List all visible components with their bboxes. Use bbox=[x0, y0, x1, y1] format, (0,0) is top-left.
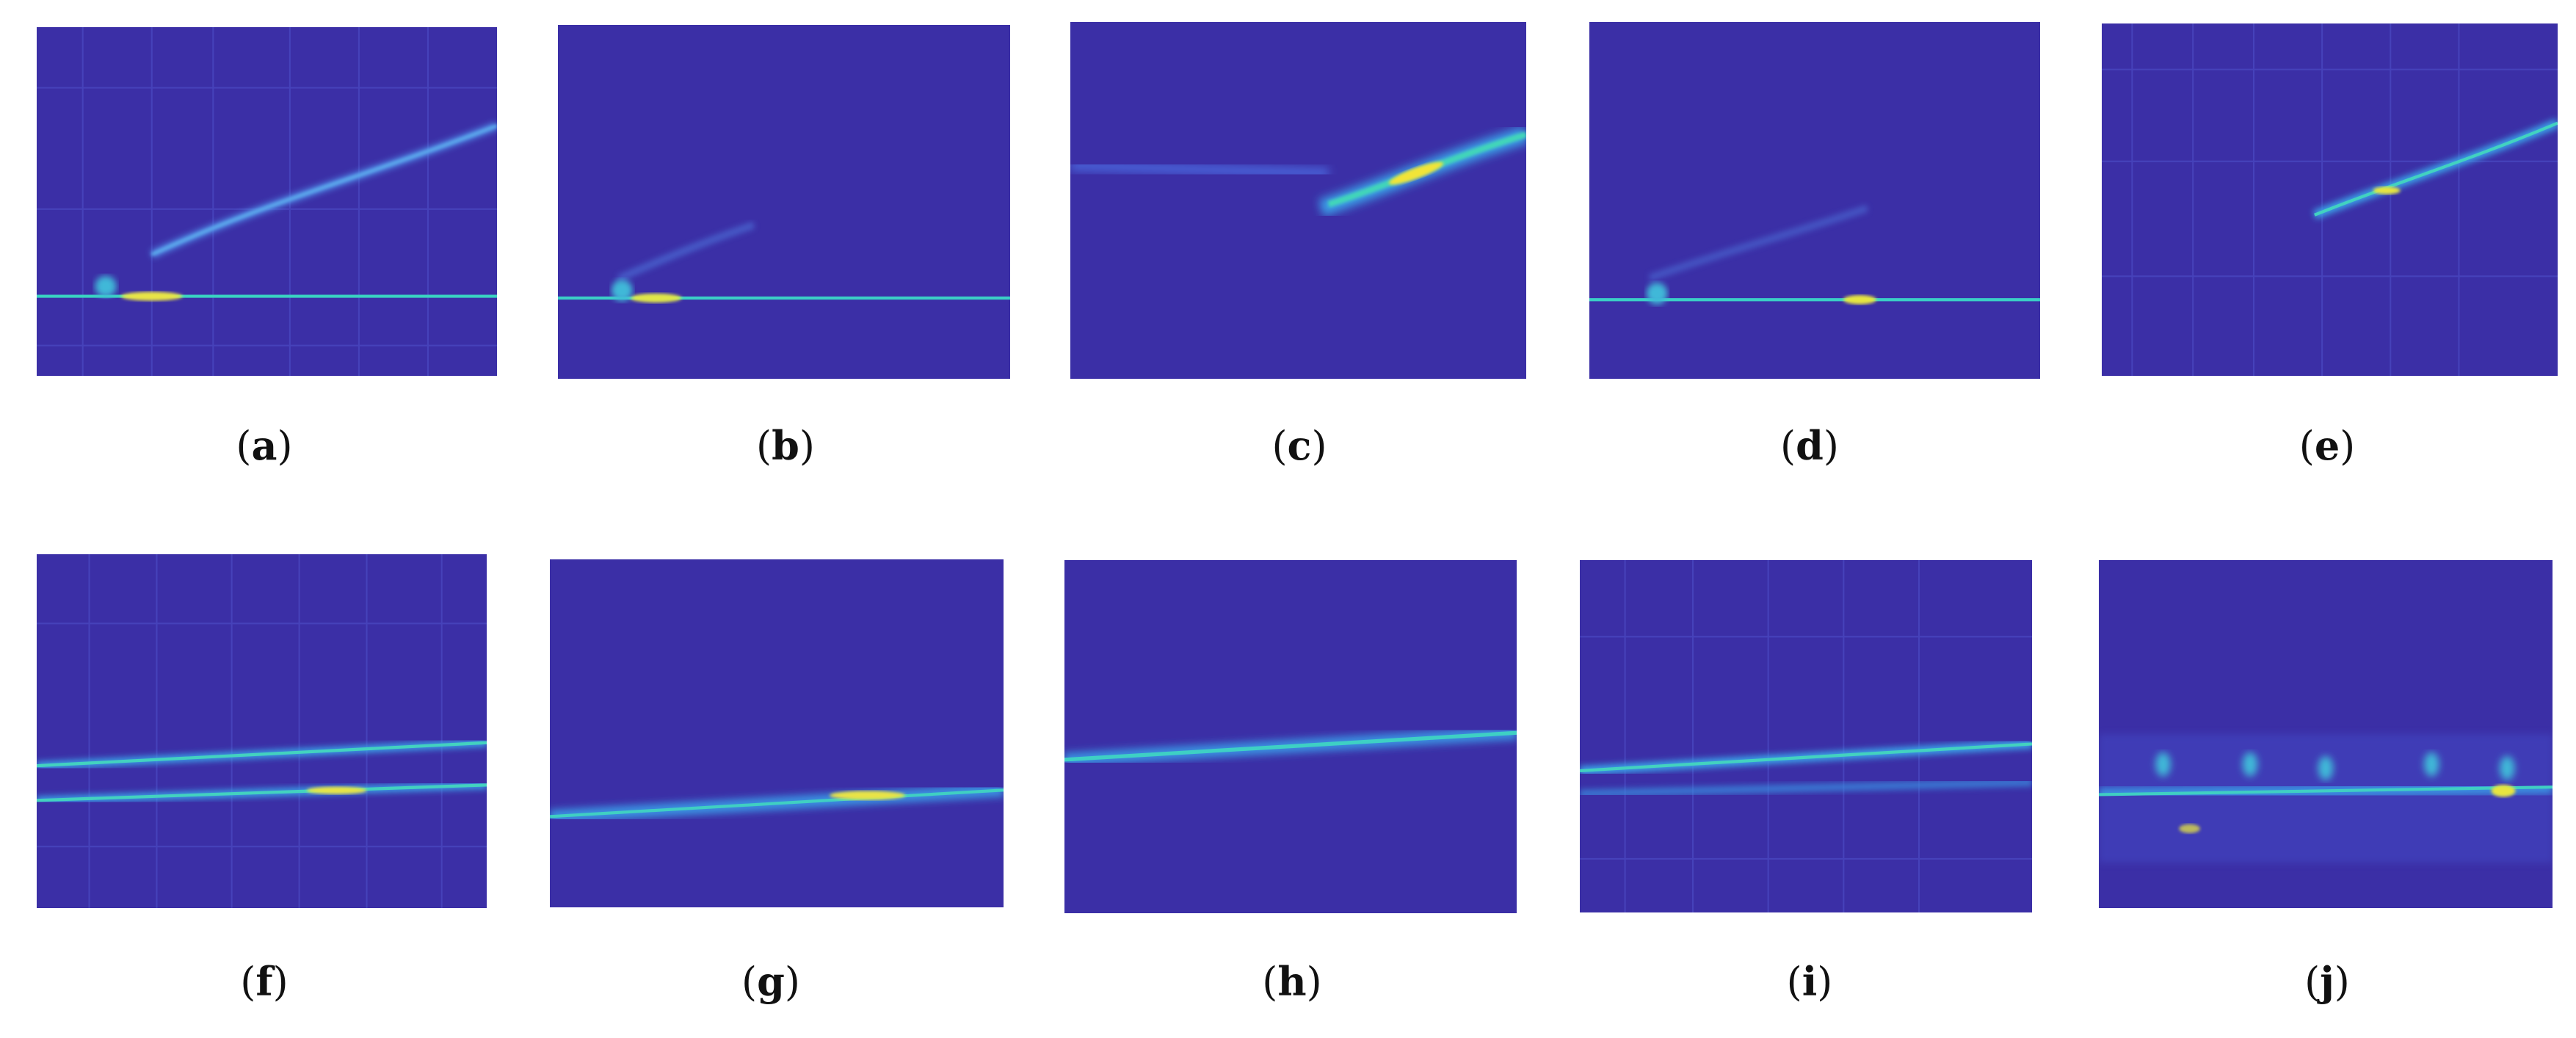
panel-caption-d: (d) bbox=[1780, 422, 1839, 469]
panel-caption-g: (g) bbox=[741, 958, 800, 1005]
spectrogram-image-a bbox=[37, 27, 497, 376]
spectrogram-image-g bbox=[550, 559, 1004, 907]
spectrogram-panel-i bbox=[1580, 560, 2032, 912]
spectrogram-image-d bbox=[1589, 22, 2040, 379]
spectrogram-panel-a bbox=[37, 27, 497, 376]
panel-caption-i: (i) bbox=[1786, 958, 1833, 1005]
spectrogram-panel-e bbox=[2102, 23, 2558, 376]
panel-caption-j: (j) bbox=[2304, 958, 2350, 1005]
spectrogram-image-i bbox=[1580, 560, 2032, 912]
spectrogram-image-b bbox=[558, 25, 1010, 379]
spectrogram-image-e bbox=[2102, 23, 2558, 376]
spectrogram-panel-g bbox=[550, 559, 1004, 907]
spectrogram-panel-d bbox=[1589, 22, 2040, 379]
panel-caption-f: (f) bbox=[240, 958, 289, 1005]
panel-caption-e: (e) bbox=[2299, 422, 2356, 469]
panel-caption-b: (b) bbox=[756, 422, 815, 469]
spectrogram-panel-h bbox=[1064, 560, 1517, 913]
spectrogram-panel-b bbox=[558, 25, 1010, 379]
spectrogram-image-f bbox=[37, 554, 487, 908]
panel-caption-h: (h) bbox=[1262, 958, 1322, 1005]
spectrogram-panel-j bbox=[2099, 560, 2553, 908]
spectrogram-image-j bbox=[2099, 560, 2553, 908]
panel-caption-c: (c) bbox=[1271, 422, 1327, 469]
spectrogram-image-c bbox=[1070, 22, 1526, 379]
panel-caption-a: (a) bbox=[236, 422, 293, 469]
spectrogram-panel-c bbox=[1070, 22, 1526, 379]
spectrogram-panel-f bbox=[37, 554, 487, 908]
spectrogram-image-h bbox=[1064, 560, 1517, 913]
